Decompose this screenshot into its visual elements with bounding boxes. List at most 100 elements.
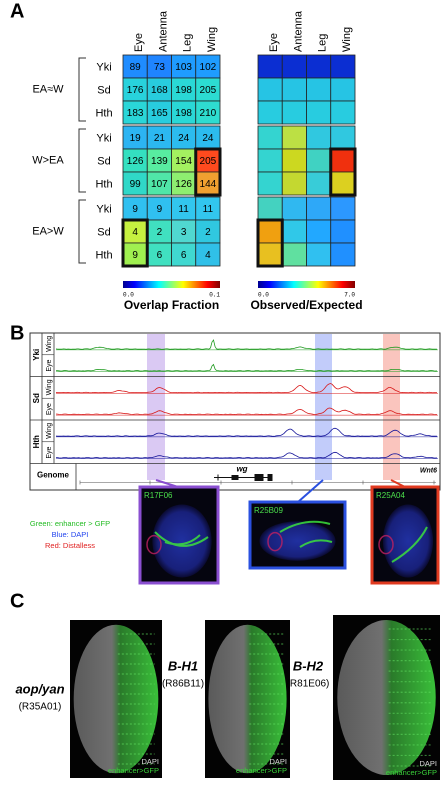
row-label: Sd bbox=[97, 155, 110, 167]
heatmap-cell bbox=[257, 125, 283, 150]
cell-value: 4 bbox=[205, 250, 211, 261]
cell-value: 9 bbox=[132, 250, 138, 261]
heatmap-cell bbox=[257, 242, 283, 267]
connector bbox=[297, 479, 324, 503]
region-highlight bbox=[147, 334, 165, 480]
enhancer-id: R25B09 bbox=[254, 506, 283, 515]
cell-value: 6 bbox=[181, 250, 187, 261]
cell-value: 165 bbox=[151, 108, 168, 119]
heatmap-cell bbox=[257, 219, 283, 244]
signal-track bbox=[55, 407, 438, 415]
heatmap-cell bbox=[330, 100, 356, 125]
gfp-label: enhancer>GFP bbox=[108, 766, 159, 775]
cell-value: 9 bbox=[132, 204, 138, 215]
gene-name: B-H1 bbox=[168, 658, 198, 673]
cell-value: 24 bbox=[178, 133, 190, 144]
heatmap-cell bbox=[330, 77, 356, 102]
sample-label: Eye bbox=[46, 403, 53, 415]
region-highlight bbox=[383, 334, 400, 480]
heatmap-cell bbox=[330, 148, 356, 173]
heatmap-cell bbox=[306, 54, 332, 79]
heatmap-cell bbox=[195, 100, 221, 125]
gene-label: wg bbox=[236, 465, 247, 474]
cell-value: 2 bbox=[205, 227, 211, 238]
cell-value: 205 bbox=[200, 85, 217, 96]
cell-value: 198 bbox=[175, 108, 192, 119]
bracket bbox=[78, 128, 86, 193]
cell-value: 4 bbox=[132, 227, 138, 238]
heatmap-cell bbox=[306, 242, 332, 267]
heatmap-cell bbox=[330, 196, 356, 221]
colorbar-min: 0.0 bbox=[258, 292, 269, 299]
browser-frame bbox=[29, 332, 441, 491]
stain-legend: Blue: DAPI bbox=[52, 530, 89, 539]
signal-track bbox=[55, 427, 438, 437]
factor-label: Hth bbox=[32, 435, 41, 448]
distalless bbox=[267, 531, 283, 552]
cell-value: 6 bbox=[157, 250, 163, 261]
heatmap-cell bbox=[281, 196, 307, 221]
column-label: Wing bbox=[206, 27, 218, 52]
cell-value: 11 bbox=[203, 204, 214, 215]
heatmap-cell bbox=[281, 242, 307, 267]
column-label: Leg bbox=[317, 34, 329, 52]
heatmap-cell bbox=[330, 242, 356, 267]
heatmap-cell bbox=[306, 125, 332, 150]
stain-legend: Red: Distalless bbox=[45, 541, 95, 550]
heatmap-cell bbox=[257, 148, 283, 173]
heatmap-cell bbox=[330, 54, 356, 79]
heatmap-cell bbox=[330, 125, 356, 150]
line-id: (R86B11) bbox=[162, 679, 204, 690]
heatmap-cell bbox=[281, 219, 307, 244]
eye-disc bbox=[73, 624, 159, 774]
panel-label: C bbox=[10, 590, 24, 612]
bracket bbox=[78, 57, 86, 122]
signal-track bbox=[56, 363, 438, 372]
highlight-box bbox=[256, 218, 284, 268]
row-label: Sd bbox=[97, 226, 110, 238]
cell-value: 103 bbox=[175, 62, 192, 73]
signal-track bbox=[55, 451, 438, 459]
row-label: Sd bbox=[97, 84, 110, 96]
panel-label: A bbox=[10, 0, 24, 22]
cell-value: 176 bbox=[127, 85, 144, 96]
cell-value: 198 bbox=[175, 85, 192, 96]
cell-value: 11 bbox=[178, 204, 189, 215]
cell-value: 210 bbox=[200, 108, 217, 119]
highlight-box bbox=[194, 147, 222, 197]
cell-value: 126 bbox=[127, 156, 144, 167]
line-id: (R81E06) bbox=[287, 679, 330, 690]
cell-value: 183 bbox=[127, 108, 144, 119]
cell-value: 21 bbox=[154, 133, 166, 144]
column-label: Eye bbox=[268, 33, 280, 52]
heatmap-cell bbox=[330, 171, 356, 196]
colorbar-min: 0.0 bbox=[123, 292, 134, 299]
cell-value: 154 bbox=[175, 156, 192, 167]
heatmap-cell bbox=[281, 125, 307, 150]
cell-value: 99 bbox=[130, 179, 142, 190]
panel-label: B bbox=[10, 322, 24, 344]
heatmap-cell bbox=[306, 219, 332, 244]
sample-label: Eye bbox=[46, 446, 53, 458]
genome-label: Genome bbox=[37, 471, 70, 480]
colorbar-max: 0.1 bbox=[209, 292, 220, 299]
colorbar bbox=[123, 281, 220, 288]
group-label: EA>W bbox=[32, 225, 64, 237]
stain-legend: Green: enhancer > GFP bbox=[30, 519, 110, 528]
gene-name: aop/yan bbox=[15, 681, 64, 696]
column-label: Antenna bbox=[292, 10, 304, 52]
heatmap-cell bbox=[306, 196, 332, 221]
dapi-label: DAPI bbox=[141, 757, 159, 766]
sample-label: Eye bbox=[46, 359, 53, 371]
cell-value: 3 bbox=[181, 227, 187, 238]
heatmap-cell bbox=[257, 196, 283, 221]
signal-track bbox=[55, 339, 438, 350]
row-label: Hth bbox=[95, 178, 112, 190]
heatmap-cell bbox=[281, 171, 307, 196]
heatmap-cell bbox=[306, 77, 332, 102]
cell-value: 144 bbox=[200, 179, 217, 190]
heatmap-cell bbox=[257, 171, 283, 196]
gene-label: Wnt6 bbox=[420, 467, 437, 474]
distalless bbox=[146, 534, 162, 555]
